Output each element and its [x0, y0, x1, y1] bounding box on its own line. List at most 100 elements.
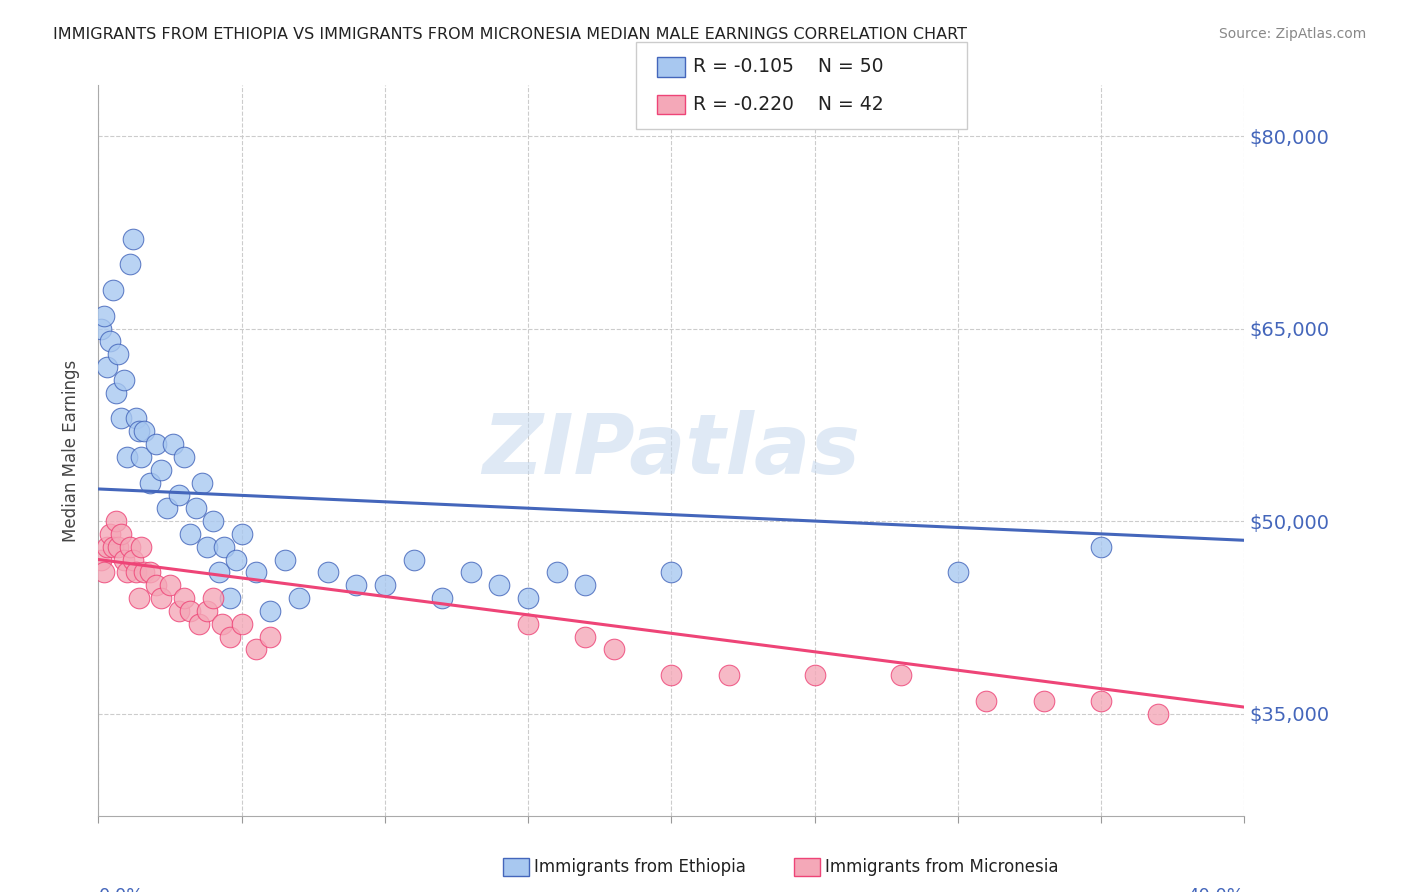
Point [167, 488, 190, 502]
Point [150, 463, 173, 477]
Point [128, 591, 150, 605]
Point [603, 642, 626, 657]
Point [112, 552, 135, 566]
Point [145, 578, 167, 592]
Point [145, 437, 167, 451]
Point [259, 630, 281, 644]
Point [245, 566, 267, 580]
Point [211, 616, 233, 631]
Point [374, 578, 396, 592]
Point [128, 424, 150, 438]
Point [104, 514, 127, 528]
Point [96, 540, 118, 554]
Point [717, 668, 740, 682]
Point [159, 578, 181, 592]
Point [195, 540, 218, 554]
Point [225, 552, 247, 566]
Point [288, 591, 311, 605]
Point [90, 321, 112, 335]
Text: R = -0.105    N = 50: R = -0.105 N = 50 [693, 57, 883, 77]
Point [115, 566, 138, 580]
Point [803, 668, 825, 682]
Text: ZIPatlas: ZIPatlas [482, 410, 860, 491]
Point [889, 668, 911, 682]
Point [156, 501, 179, 516]
Point [184, 501, 207, 516]
Point [96, 359, 118, 374]
Point [460, 566, 482, 580]
Point [124, 566, 146, 580]
Point [273, 552, 295, 566]
Point [115, 450, 138, 464]
Point [517, 591, 540, 605]
Point [118, 257, 141, 271]
Point [139, 566, 162, 580]
Point [179, 527, 201, 541]
Text: 0.0%: 0.0% [98, 887, 143, 892]
Text: Immigrants from Micronesia: Immigrants from Micronesia [825, 858, 1059, 876]
Point [517, 616, 540, 631]
Point [344, 578, 367, 592]
Point [231, 616, 253, 631]
Point [661, 566, 683, 580]
Point [104, 385, 127, 400]
Point [219, 591, 242, 605]
Point [1032, 694, 1054, 708]
Point [112, 373, 135, 387]
Point [1090, 694, 1112, 708]
Point [976, 694, 998, 708]
Point [214, 540, 236, 554]
Point [118, 540, 141, 554]
Point [488, 578, 510, 592]
Point [167, 604, 190, 618]
Point [98, 334, 121, 349]
Point [173, 591, 195, 605]
Point [121, 552, 143, 566]
Point [101, 540, 124, 554]
Point [124, 411, 146, 425]
Point [219, 630, 242, 644]
Point [110, 527, 132, 541]
Point [134, 566, 156, 580]
Point [231, 527, 253, 541]
Text: IMMIGRANTS FROM ETHIOPIA VS IMMIGRANTS FROM MICRONESIA MEDIAN MALE EARNINGS CORR: IMMIGRANTS FROM ETHIOPIA VS IMMIGRANTS F… [53, 27, 967, 42]
Text: Immigrants from Ethiopia: Immigrants from Ethiopia [534, 858, 747, 876]
Point [574, 630, 596, 644]
Point [150, 591, 173, 605]
Point [190, 475, 212, 490]
Point [245, 642, 267, 657]
Point [90, 552, 112, 566]
Point [179, 604, 201, 618]
Point [110, 411, 132, 425]
Point [93, 566, 115, 580]
Point [131, 450, 153, 464]
Point [402, 552, 425, 566]
Point [208, 566, 231, 580]
Point [107, 540, 129, 554]
Point [134, 424, 156, 438]
Point [98, 527, 121, 541]
Point [661, 668, 683, 682]
Text: 40.0%: 40.0% [1188, 887, 1244, 892]
Point [195, 604, 218, 618]
Point [139, 475, 162, 490]
Point [1147, 706, 1170, 721]
Point [162, 437, 184, 451]
Point [430, 591, 453, 605]
Point [101, 283, 124, 297]
Y-axis label: Median Male Earnings: Median Male Earnings [62, 359, 80, 541]
Point [1090, 540, 1112, 554]
Point [121, 232, 143, 246]
Point [202, 514, 225, 528]
Point [173, 450, 195, 464]
Text: R = -0.220    N = 42: R = -0.220 N = 42 [693, 95, 884, 114]
Point [259, 604, 281, 618]
Point [187, 616, 209, 631]
Point [946, 566, 969, 580]
Point [93, 309, 115, 323]
Point [574, 578, 596, 592]
Point [202, 591, 225, 605]
Point [107, 347, 129, 361]
Point [316, 566, 339, 580]
Text: Source: ZipAtlas.com: Source: ZipAtlas.com [1219, 27, 1367, 41]
